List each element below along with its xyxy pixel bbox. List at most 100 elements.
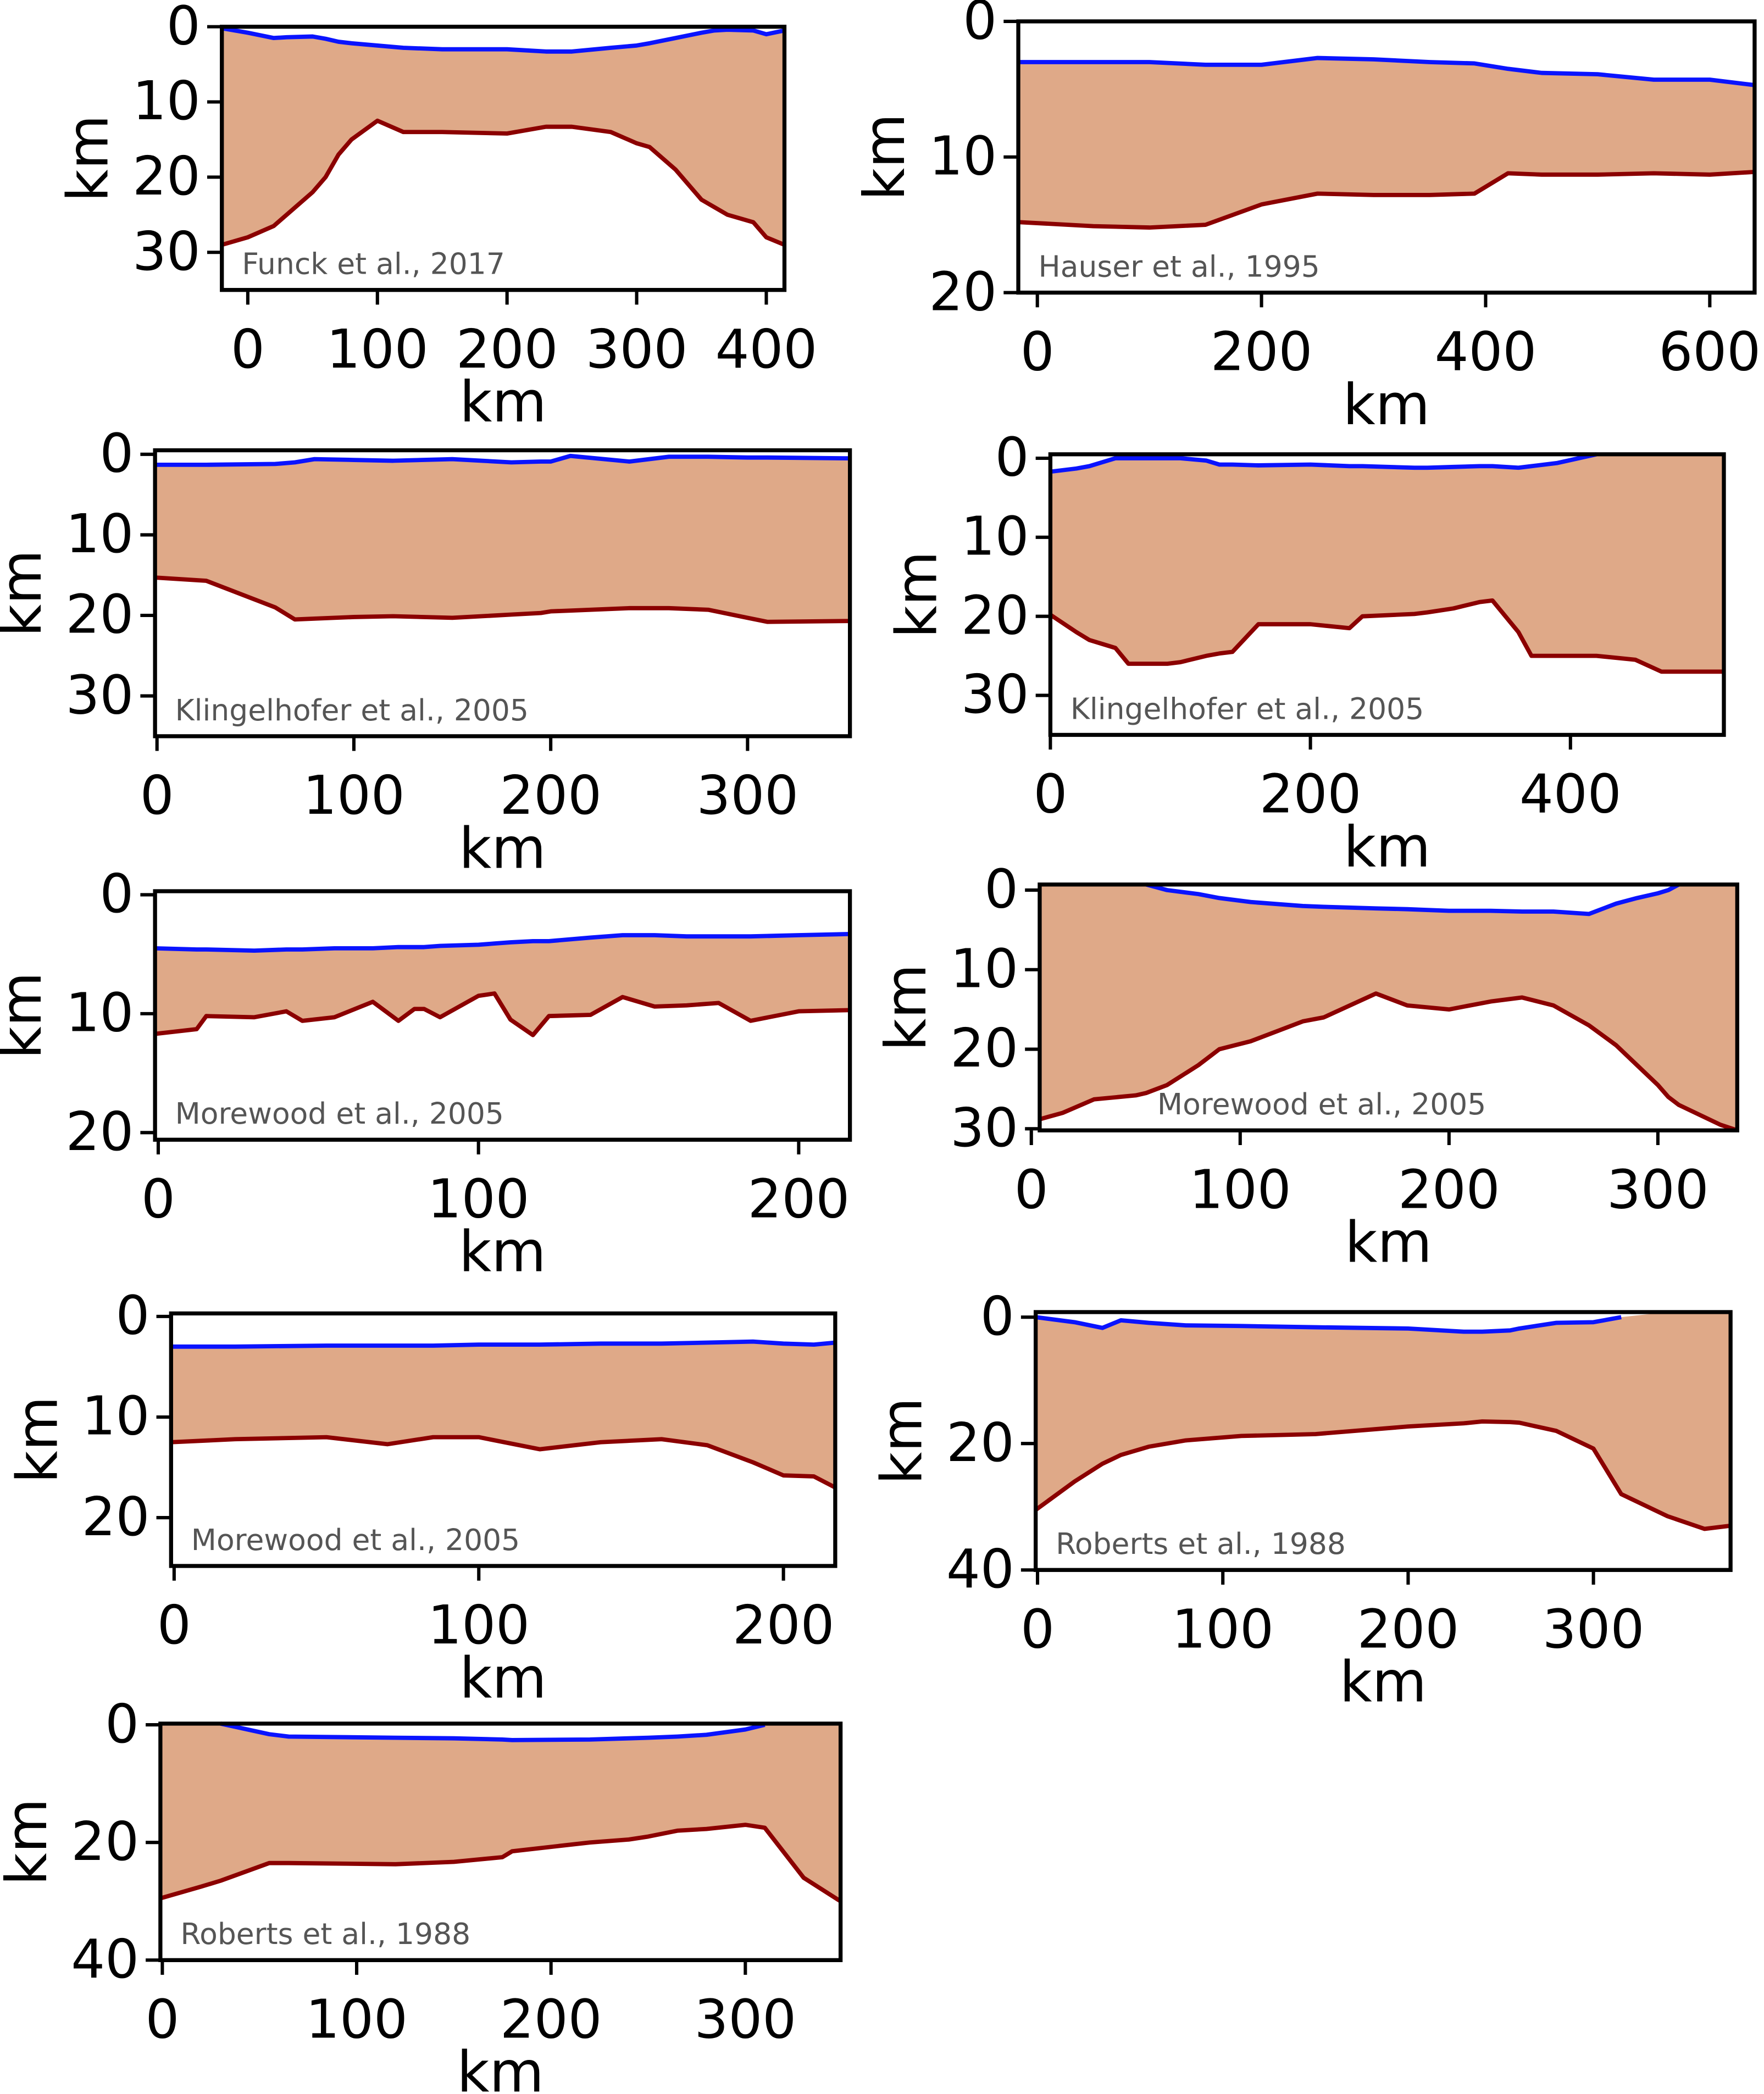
plot-frame <box>169 1311 837 1568</box>
line <box>1018 169 1755 230</box>
plot-frame <box>220 24 787 292</box>
y-tick-label: 10 <box>132 70 201 132</box>
plot-frame <box>1034 1310 1733 1572</box>
x-axis-label: km <box>1345 1210 1432 1276</box>
line <box>1049 598 1724 674</box>
x-tick-label: 0 <box>1014 1158 1049 1220</box>
fill-area <box>1050 454 1724 672</box>
y-tick-label: 10 <box>929 125 997 187</box>
x-tick-label: 200 <box>1398 1158 1500 1220</box>
y-tick-label: 20 <box>950 1017 1018 1079</box>
x-axis-label: km <box>1340 1650 1427 1715</box>
annotation: Klingelhofer et al., 2005 <box>175 693 529 727</box>
x-axis-label: km <box>1344 815 1431 880</box>
x-tick-label: 200 <box>1260 763 1362 825</box>
y-tick-label: 10 <box>961 506 1029 568</box>
y-tick-label: 0 <box>167 0 201 57</box>
y-tick-label: 20 <box>929 260 997 323</box>
y-tick-label: 0 <box>105 1693 139 1755</box>
x-tick-label: 300 <box>1607 1158 1709 1220</box>
y-tick-label: 20 <box>65 1101 134 1163</box>
x-tick-label: 300 <box>1543 1598 1645 1660</box>
y-tick-label: 20 <box>132 145 201 207</box>
line <box>221 118 785 247</box>
line <box>159 1823 842 1903</box>
x-axis-label: km <box>459 816 546 881</box>
y-tick-label: 0 <box>995 426 1029 488</box>
y-tick-label: 20 <box>946 1412 1014 1474</box>
y-axis-label: km <box>56 115 121 202</box>
x-tick-label: 400 <box>715 318 818 380</box>
plot-frame <box>153 448 852 738</box>
line <box>220 1721 765 1742</box>
line <box>1034 1419 1731 1531</box>
x-tick-label: 100 <box>306 1988 408 2050</box>
x-tick-label: 100 <box>428 1594 530 1656</box>
line <box>1018 55 1755 87</box>
x-tick-label: 200 <box>500 1988 602 2050</box>
line <box>155 453 850 467</box>
x-tick-label: 0 <box>1020 1598 1055 1660</box>
x-tick-label: 200 <box>456 318 558 380</box>
y-tick-label: 20 <box>82 1486 150 1548</box>
line <box>171 1435 836 1490</box>
line <box>155 931 850 953</box>
fill-area <box>171 1341 835 1488</box>
y-tick-label: 0 <box>963 0 997 52</box>
y-tick-label: 10 <box>65 503 134 565</box>
x-tick-label: 100 <box>303 764 405 826</box>
line <box>1035 1315 1622 1334</box>
x-axis-label: km <box>457 2040 544 2094</box>
plot-frame <box>1048 452 1726 737</box>
fill-area <box>1018 58 1755 228</box>
fill-area <box>221 28 785 245</box>
x-tick-label: 0 <box>1020 321 1055 383</box>
annotation: Morewood et al., 2005 <box>1157 1087 1486 1121</box>
y-tick-label: 0 <box>980 1285 1014 1347</box>
line <box>154 991 850 1037</box>
fill-area <box>1035 1312 1731 1529</box>
x-tick-label: 200 <box>733 1594 835 1656</box>
fill-area <box>155 934 850 1035</box>
y-tick-label: 40 <box>71 1928 139 1990</box>
x-tick-label: 100 <box>428 1168 530 1230</box>
line <box>154 575 850 624</box>
annotation: Morewood et al., 2005 <box>175 1096 504 1131</box>
annotation: Morewood et al., 2005 <box>191 1523 520 1557</box>
x-axis-label: km <box>459 1220 546 1285</box>
annotation: Hauser et al., 1995 <box>1039 249 1320 284</box>
y-tick-label: 30 <box>132 220 201 282</box>
y-tick-label: 20 <box>961 584 1029 646</box>
y-tick-label: 10 <box>82 1385 150 1447</box>
plot-frame <box>1038 882 1739 1132</box>
y-tick-label: 30 <box>950 1097 1018 1159</box>
x-tick-label: 0 <box>141 1168 175 1230</box>
annotation: Funck et al., 2017 <box>242 247 505 281</box>
y-tick-label: 0 <box>116 1285 150 1347</box>
x-tick-label: 0 <box>145 1988 179 2050</box>
y-tick-label: 0 <box>99 863 134 925</box>
x-tick-label: 400 <box>1519 763 1622 825</box>
x-tick-label: 0 <box>157 1594 191 1656</box>
y-tick-label: 30 <box>961 663 1029 725</box>
x-tick-label: 200 <box>1357 1598 1460 1660</box>
y-axis-label: km <box>884 551 950 638</box>
line <box>1145 882 1680 917</box>
fill-area <box>160 1723 841 1902</box>
x-tick-label: 300 <box>695 1988 797 2050</box>
y-axis-label: km <box>0 549 54 637</box>
x-tick-label: 0 <box>1033 763 1067 825</box>
x-axis-label: km <box>1343 373 1430 438</box>
y-tick-label: 10 <box>950 937 1018 999</box>
y-tick-label: 0 <box>984 858 1018 920</box>
x-tick-label: 200 <box>748 1168 850 1230</box>
fill-area <box>155 456 850 622</box>
